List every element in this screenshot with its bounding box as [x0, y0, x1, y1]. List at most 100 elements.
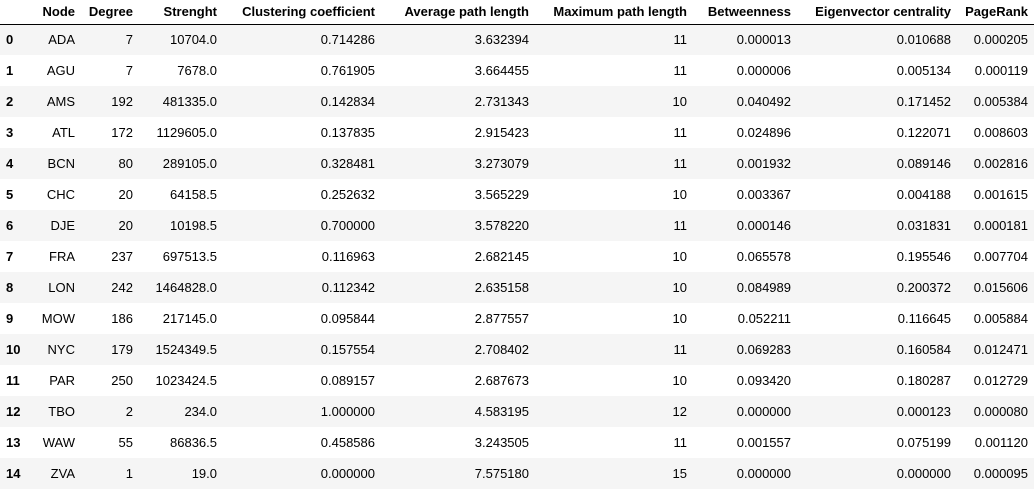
cell-max-path: 10: [672, 187, 687, 202]
cell-avg-path: 2.635158: [474, 280, 529, 295]
cell-degree: 186: [111, 311, 133, 326]
header-strength: Strenght: [139, 0, 223, 25]
cell-eigenvector: 0.000000: [896, 466, 951, 481]
cell-clustering: 1.000000: [320, 404, 375, 419]
row-index: 5: [6, 187, 14, 202]
cell-degree: 20: [118, 218, 133, 233]
cell-strength: 481335.0: [162, 94, 217, 109]
table-row: 14 ZVA 1 19.0 0.000000 7.575180 15 0.000…: [0, 458, 1034, 489]
cell-max-path: 10: [672, 311, 687, 326]
cell-strength: 697513.5: [162, 249, 217, 264]
cell-max-path: 11: [673, 125, 688, 140]
cell-betweenness: 0.052211: [737, 311, 791, 326]
cell-betweenness: 0.069283: [736, 342, 791, 357]
cell-max-path: 15: [672, 466, 687, 481]
cell-node: DJE: [50, 218, 75, 233]
row-index: 11: [6, 373, 20, 388]
cell-avg-path: 3.273079: [474, 156, 529, 171]
row-index: 4: [6, 156, 14, 171]
cell-strength: 7678.0: [177, 63, 217, 78]
cell-max-path: 11: [673, 156, 688, 171]
cell-eigenvector: 0.089146: [896, 156, 951, 171]
cell-pagerank: 0.007704: [973, 249, 1028, 264]
cell-eigenvector: 0.004188: [896, 187, 951, 202]
cell-betweenness: 0.000013: [736, 32, 791, 48]
cell-clustering: 0.328481: [320, 156, 375, 171]
cell-eigenvector: 0.160584: [896, 342, 951, 357]
row-index: 13: [6, 435, 21, 450]
cell-max-path: 12: [672, 404, 687, 419]
table-header: Node Degree Strenght Clustering coeffici…: [0, 0, 1034, 25]
table-row: 6 DJE 20 10198.5 0.700000 3.578220 11 0.…: [0, 210, 1034, 241]
cell-node: ATL: [52, 125, 75, 140]
cell-avg-path: 2.682145: [474, 249, 529, 264]
cell-node: FRA: [49, 249, 75, 264]
cell-max-path: 10: [672, 249, 687, 264]
cell-betweenness: 0.003367: [736, 187, 791, 202]
cell-clustering: 0.137835: [320, 125, 375, 140]
cell-node: MOW: [41, 311, 75, 326]
cell-max-path: 10: [672, 373, 687, 388]
cell-avg-path: 7.575180: [474, 466, 529, 481]
cell-strength: 1023424.5: [155, 373, 217, 388]
cell-avg-path: 3.565229: [474, 187, 529, 202]
header-clustering-coefficient: Clustering coefficient: [223, 0, 381, 25]
cell-node: AMS: [46, 94, 75, 109]
cell-degree: 80: [118, 156, 133, 171]
cell-node: CHC: [46, 187, 75, 202]
cell-eigenvector: 0.200372: [896, 280, 951, 295]
cell-eigenvector: 0.116645: [897, 311, 951, 326]
cell-betweenness: 0.001557: [736, 435, 791, 450]
cell-strength: 234.0: [184, 404, 217, 419]
cell-clustering: 0.142834: [320, 94, 375, 109]
cell-betweenness: 0.000000: [736, 404, 791, 419]
cell-pagerank: 0.001120: [974, 435, 1028, 450]
cell-pagerank: 0.000205: [973, 32, 1028, 48]
cell-avg-path: 3.664455: [474, 63, 529, 78]
row-index: 14: [6, 466, 21, 481]
table-row: 13 WAW 55 86836.5 0.458586 3.243505 11 0…: [0, 427, 1034, 458]
cell-avg-path: 3.243505: [474, 435, 529, 450]
cell-degree: 2: [125, 404, 133, 419]
cell-degree: 242: [111, 280, 133, 295]
cell-node: ZVA: [50, 466, 75, 481]
cell-eigenvector: 0.195546: [896, 249, 951, 264]
cell-clustering: 0.095844: [320, 311, 375, 326]
cell-avg-path: 2.877557: [474, 311, 529, 326]
cell-max-path: 11: [673, 218, 688, 233]
cell-eigenvector: 0.031831: [896, 218, 951, 233]
cell-pagerank: 0.000095: [973, 466, 1028, 481]
cell-degree: 179: [111, 342, 133, 357]
cell-eigenvector: 0.005134: [896, 63, 951, 78]
cell-strength: 1464828.0: [155, 280, 217, 295]
cell-avg-path: 3.578220: [474, 218, 529, 233]
cell-pagerank: 0.012471: [973, 342, 1028, 357]
cell-degree: 55: [118, 435, 133, 450]
cell-eigenvector: 0.180287: [896, 373, 951, 388]
cell-betweenness: 0.093420: [736, 373, 791, 388]
cell-degree: 237: [111, 249, 133, 264]
row-index: 1: [6, 63, 14, 78]
cell-eigenvector: 0.122071: [896, 125, 951, 140]
header-row: Node Degree Strenght Clustering coeffici…: [0, 0, 1034, 25]
cell-strength: 217145.0: [162, 311, 217, 326]
cell-node: WAW: [42, 435, 75, 450]
cell-degree: 1: [125, 466, 133, 481]
cell-clustering: 0.157554: [320, 342, 375, 357]
cell-node: TBO: [48, 404, 75, 419]
cell-node: PAR: [49, 373, 75, 388]
cell-betweenness: 0.000006: [736, 63, 791, 78]
cell-strength: 10198.5: [170, 218, 217, 233]
cell-pagerank: 0.008603: [973, 125, 1028, 140]
row-index: 10: [6, 342, 21, 357]
cell-avg-path: 2.687673: [474, 373, 529, 388]
row-index: 0: [6, 32, 14, 48]
cell-strength: 289105.0: [162, 156, 217, 171]
cell-max-path: 11: [673, 63, 688, 78]
cell-clustering: 0.089157: [320, 373, 375, 388]
cell-max-path: 11: [673, 32, 688, 48]
table-row: 2 AMS 192 481335.0 0.142834 2.731343 10 …: [0, 86, 1034, 117]
cell-betweenness: 0.000146: [736, 218, 791, 233]
cell-strength: 64158.5: [170, 187, 217, 202]
cell-avg-path: 3.632394: [474, 32, 529, 48]
